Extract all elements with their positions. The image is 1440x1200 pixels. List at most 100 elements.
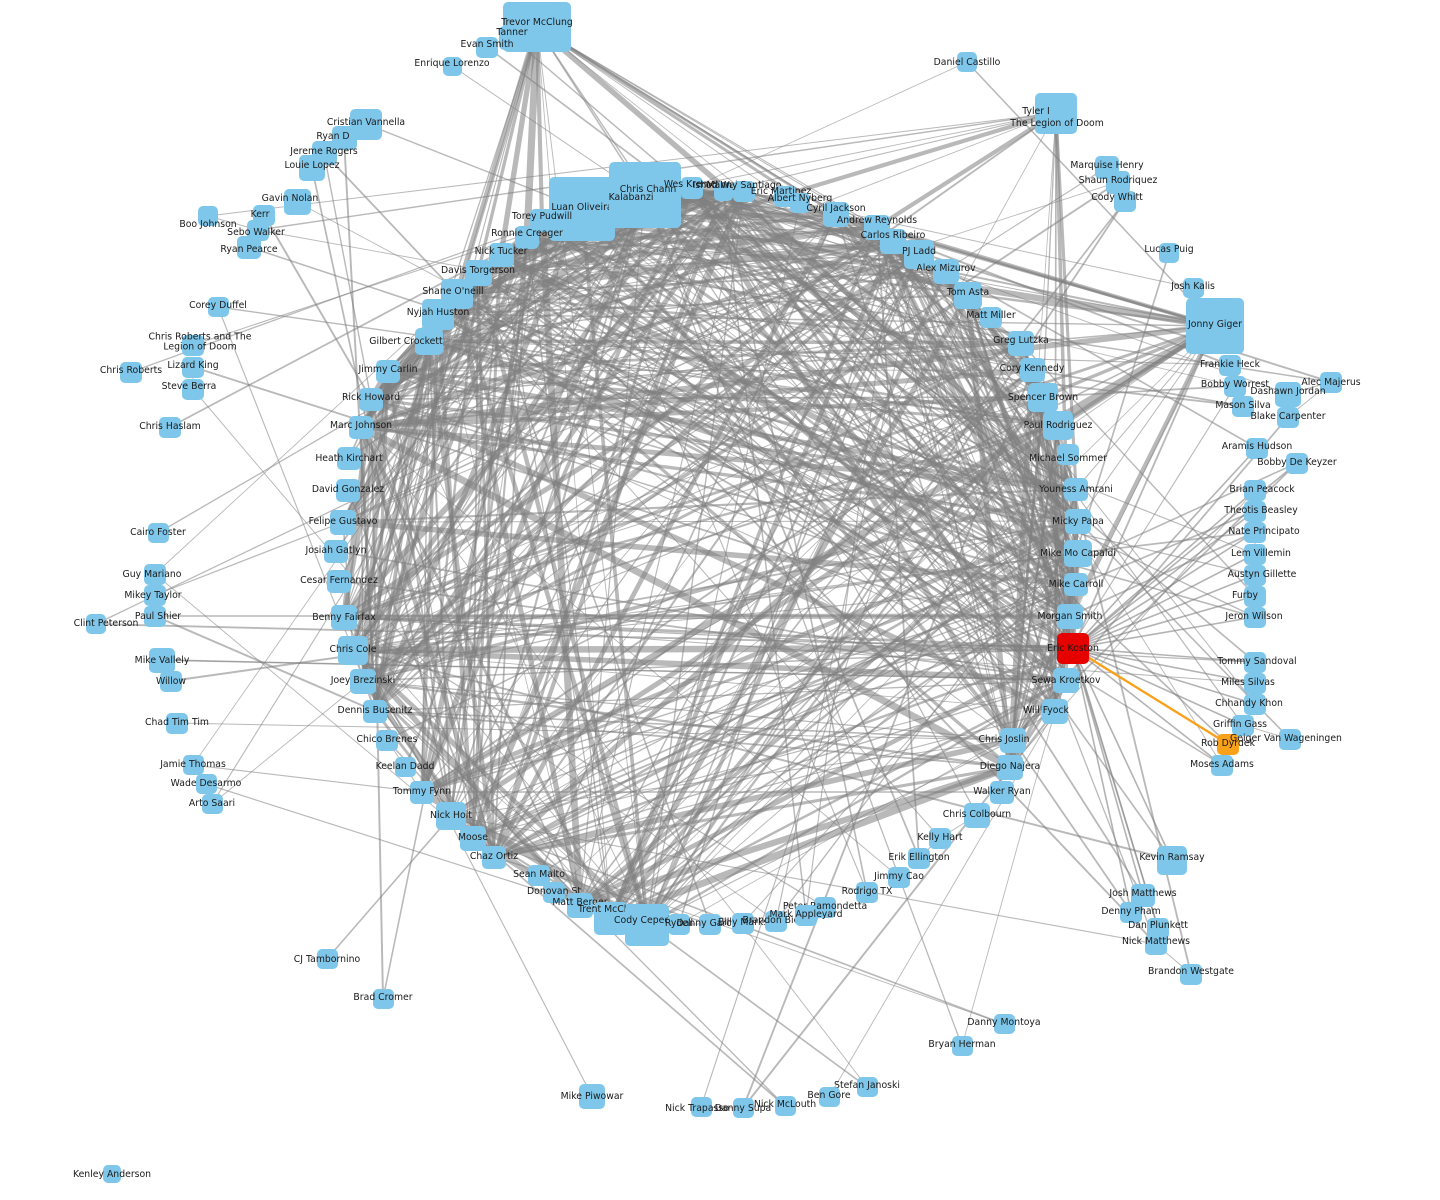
graph-node[interactable]	[990, 780, 1014, 804]
graph-node[interactable]	[549, 177, 615, 241]
graph-node[interactable]	[1244, 500, 1266, 522]
graph-node[interactable]	[182, 334, 204, 356]
graph-node[interactable]	[1244, 543, 1266, 565]
graph-node[interactable]	[625, 904, 669, 946]
graph-node[interactable]	[997, 754, 1023, 780]
graph-node[interactable]	[699, 913, 721, 935]
graph-node[interactable]	[1145, 933, 1167, 955]
graph-node[interactable]	[1246, 437, 1268, 459]
graph-node[interactable]	[159, 416, 181, 438]
graph-node[interactable]	[331, 604, 357, 630]
graph-node[interactable]	[681, 177, 703, 199]
graph-node[interactable]	[207, 297, 229, 317]
graph-node[interactable]	[1064, 572, 1088, 596]
graph-node[interactable]	[237, 235, 261, 259]
graph-node[interactable]	[1232, 395, 1254, 417]
graph-node[interactable]	[1043, 410, 1073, 440]
graph-node[interactable]	[1053, 667, 1079, 693]
graph-node[interactable]	[713, 181, 733, 201]
graph-node[interactable]	[1320, 371, 1342, 393]
graph-node[interactable]	[980, 306, 1002, 328]
graph-node[interactable]	[182, 378, 204, 400]
graph-node[interactable]	[732, 1098, 754, 1118]
graph-node[interactable]	[338, 635, 368, 665]
graph-node[interactable]	[795, 904, 817, 926]
graph-node[interactable]	[247, 219, 269, 241]
graph-node[interactable]	[957, 52, 977, 72]
graph-node[interactable]	[460, 825, 486, 851]
graph-node[interactable]	[1106, 170, 1130, 194]
graph-node[interactable]	[330, 509, 356, 535]
graph-node[interactable]	[1244, 585, 1266, 607]
graph-node[interactable]	[350, 668, 376, 694]
graph-node[interactable]	[195, 774, 217, 794]
graph-node[interactable]	[160, 670, 182, 692]
graph-node[interactable]	[120, 361, 142, 383]
graph-node[interactable]	[1244, 693, 1266, 715]
graph-node[interactable]	[528, 864, 550, 886]
graph-node[interactable]	[182, 356, 204, 378]
graph-node[interactable]	[823, 201, 849, 227]
graph-node[interactable]	[908, 847, 930, 869]
graph-node[interactable]	[1028, 382, 1058, 412]
graph-node[interactable]	[415, 327, 443, 355]
graph-node[interactable]	[1244, 564, 1266, 586]
graph-node[interactable]	[283, 189, 311, 215]
graph-node[interactable]	[436, 802, 466, 830]
graph-node[interactable]	[567, 892, 593, 918]
graph-node[interactable]	[1042, 698, 1068, 724]
graph-node[interactable]	[327, 569, 351, 593]
graph-node[interactable]	[790, 193, 810, 213]
graph-node[interactable]	[515, 225, 539, 249]
graph-node[interactable]	[929, 827, 951, 849]
graph-node[interactable]	[144, 563, 166, 585]
graph-node[interactable]	[422, 298, 454, 330]
graph-node[interactable]	[1131, 883, 1155, 907]
graph-node[interactable]	[733, 180, 755, 202]
graph-node[interactable]	[359, 387, 383, 411]
graph-node[interactable]	[1219, 354, 1241, 376]
graph-node[interactable]	[442, 56, 462, 76]
graph-node[interactable]	[993, 1014, 1015, 1034]
graph-node[interactable]	[349, 415, 373, 439]
graph-node[interactable]	[86, 614, 106, 634]
graph-node[interactable]	[668, 913, 690, 935]
graph-node[interactable]	[166, 712, 188, 734]
graph-node[interactable]	[376, 359, 400, 383]
graph-node[interactable]	[1186, 298, 1244, 354]
graph-node[interactable]	[1064, 539, 1092, 567]
graph-node[interactable]	[814, 896, 836, 918]
graph-node[interactable]	[1057, 603, 1083, 629]
graph-node[interactable]	[372, 989, 394, 1009]
graph-node[interactable]	[103, 1165, 121, 1183]
graph-node[interactable]	[1114, 190, 1136, 212]
graph-node[interactable]	[1277, 406, 1299, 428]
graph-node[interactable]	[337, 446, 361, 470]
graph-node[interactable]	[609, 162, 681, 228]
graph-node[interactable]	[1064, 477, 1088, 501]
graph-node[interactable]	[394, 757, 416, 777]
graph-node[interactable]	[888, 866, 910, 888]
graph-node[interactable]	[856, 881, 878, 903]
graph-node[interactable]	[1232, 714, 1254, 736]
graph-node[interactable]	[144, 584, 166, 606]
graph-node[interactable]	[818, 1087, 840, 1107]
graph-node[interactable]	[964, 802, 990, 828]
graph-node[interactable]	[324, 539, 348, 563]
graph-node[interactable]	[198, 206, 218, 226]
graph-node[interactable]	[144, 605, 166, 627]
graph-node[interactable]	[1180, 963, 1202, 985]
graph-node[interactable]	[951, 1036, 973, 1056]
graph-node[interactable]	[1057, 443, 1079, 465]
graph-node[interactable]	[880, 228, 906, 254]
graph-node[interactable]	[774, 1096, 796, 1116]
graph-node[interactable]	[482, 845, 506, 869]
graph-node[interactable]	[856, 1077, 878, 1097]
graph-node[interactable]	[476, 36, 498, 58]
graph-node[interactable]	[1244, 521, 1266, 543]
graph-node[interactable]	[1120, 901, 1142, 923]
graph-node[interactable]	[1008, 330, 1034, 356]
graph-node[interactable]	[1035, 92, 1077, 134]
graph-node[interactable]	[316, 949, 338, 969]
